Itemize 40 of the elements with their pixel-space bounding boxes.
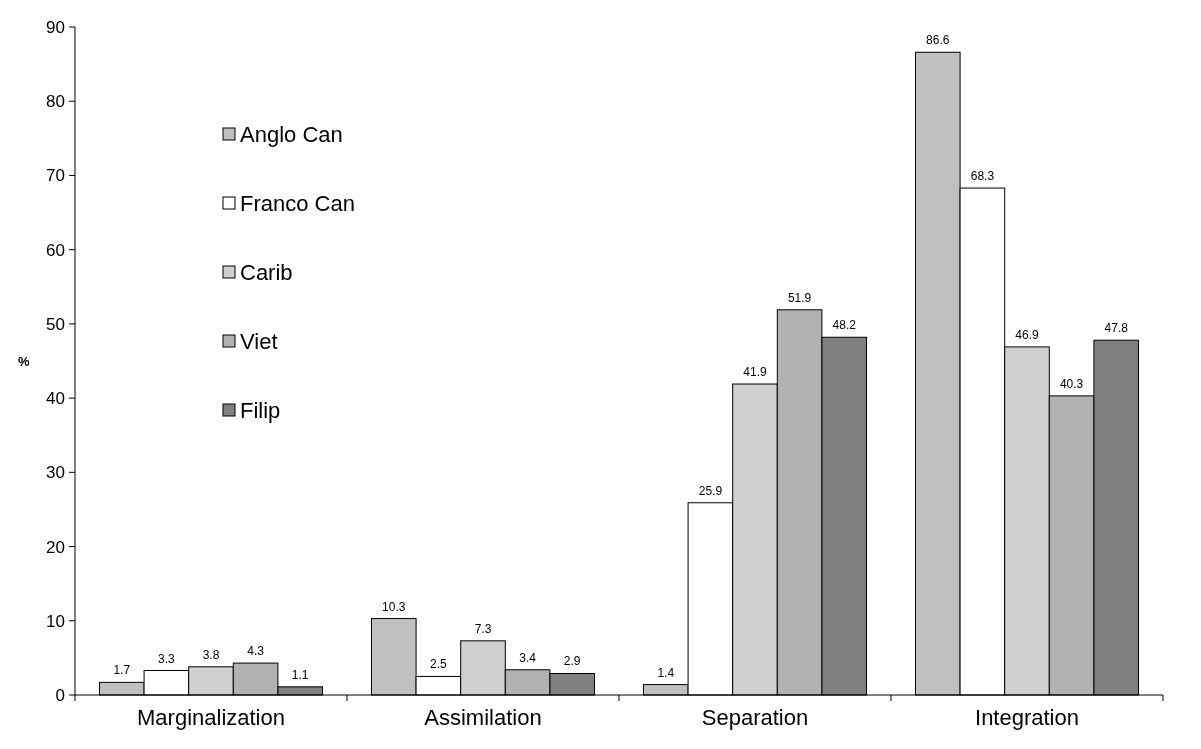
data-label: 51.9 [787,290,812,305]
legend-label: Anglo Can [240,121,343,147]
data-label: 3.3 [158,651,176,666]
data-label: 2.9 [563,654,581,669]
data-label: 46.9 [1015,327,1039,342]
y-tick-label: 40 [46,389,65,409]
y-axis-title: % [18,354,30,369]
legend-label: Viet [240,328,278,354]
data-label: 48.2 [832,318,857,333]
data-label: 3.4 [519,650,537,665]
data-label: 1.1 [291,667,309,682]
data-label: 68.3 [970,169,995,184]
data-label: 3.8 [202,647,220,662]
y-tick-label: 50 [46,314,65,334]
data-label: 41.9 [743,365,767,380]
y-tick-label: 60 [46,240,65,260]
x-tick-label: Marginalization [137,705,285,730]
x-tick-label: Integration [975,705,1079,730]
data-label: 1.4 [657,665,675,680]
data-label: 40.3 [1059,376,1084,391]
legend-label: Franco Can [240,190,355,216]
data-label: 10.3 [382,599,406,614]
data-label: 47.8 [1104,321,1129,336]
data-label: 4.3 [247,644,265,659]
legend-label: Carib [240,259,293,285]
y-tick-label: 70 [46,166,65,186]
data-label: 1.7 [113,663,131,678]
y-tick-label: 90 [46,17,65,37]
legend-label: Filip [240,397,281,423]
data-label: 86.6 [926,33,950,48]
y-tick-label: 10 [46,611,65,631]
x-tick-label: Separation [701,705,809,730]
data-label: 2.5 [430,657,448,672]
y-tick-label: 0 [55,685,65,705]
y-tick-label: 20 [46,537,65,557]
y-tick-label: 80 [46,92,65,112]
data-label: 7.3 [474,621,492,636]
data-label: 25.9 [698,483,723,498]
y-tick-label: 30 [46,463,65,483]
x-tick-label: Assimilation [424,705,542,730]
